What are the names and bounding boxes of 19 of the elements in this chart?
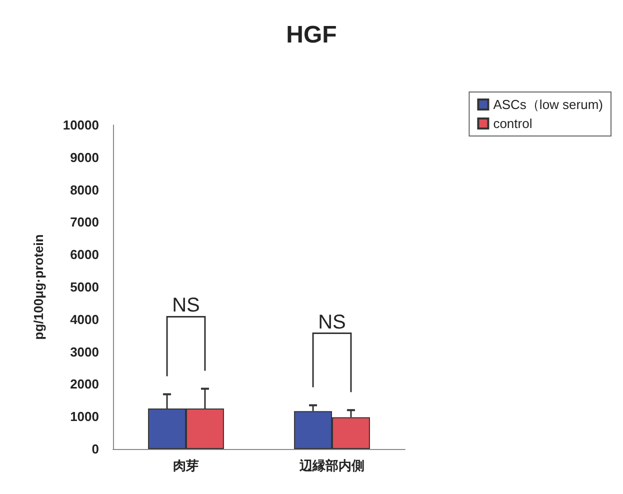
x-tick-label: 辺縁部内側 [298,458,364,473]
y-tick-label: 0 [92,442,99,456]
legend-label: ASCs（low serum) [493,97,603,112]
y-tick-label: 8000 [70,182,99,198]
y-tick-label: 3000 [70,344,99,360]
y-tick-label: 9000 [70,150,99,165]
y-tick-label: 4000 [70,312,99,327]
y-tick-label: 10000 [62,118,99,132]
y-tick-label: 1000 [70,409,99,424]
legend-label: control [493,116,532,131]
y-tick-label: 7000 [70,214,99,230]
annotation: NS [172,294,200,317]
x-tick-label: 肉芽 [173,458,199,473]
annotation: NS [318,311,346,334]
chart-title: HGF [286,22,337,48]
y-tick-label: 5000 [70,280,99,294]
y-axis-title: pg/100μg·protein [31,234,46,340]
y-tick-label: 6000 [70,247,99,262]
y-tick-label: 2000 [70,376,99,392]
